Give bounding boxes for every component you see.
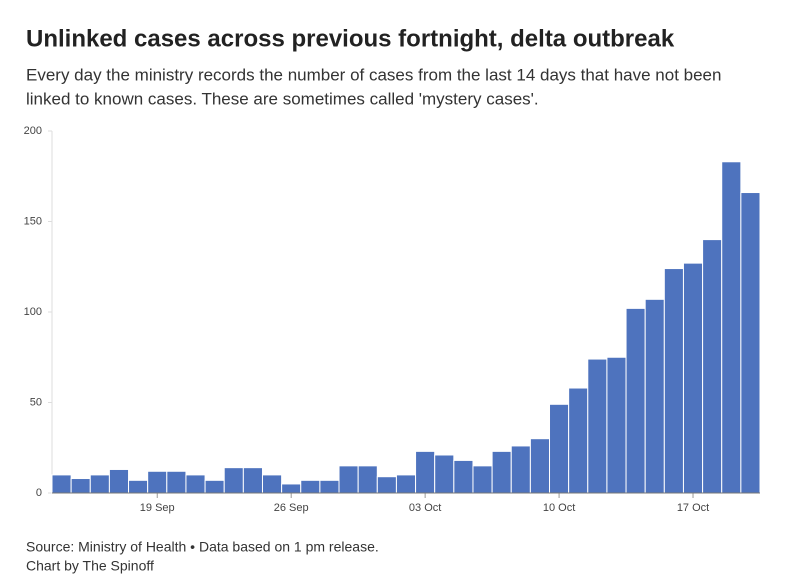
bar <box>166 470 187 494</box>
bar <box>682 262 704 494</box>
bar <box>453 459 474 494</box>
bar <box>319 479 340 494</box>
bar <box>376 476 397 494</box>
bar <box>147 470 168 494</box>
bar <box>300 479 321 494</box>
bar <box>51 474 72 494</box>
bar <box>415 450 436 494</box>
y-tick-label: 100 <box>24 306 42 318</box>
bar <box>395 474 417 494</box>
bar <box>108 468 130 494</box>
bar <box>721 161 742 494</box>
y-tick-label: 0 <box>36 487 42 499</box>
bar <box>261 474 283 494</box>
bar <box>702 239 723 494</box>
x-tick-label: 10 Oct <box>543 502 575 514</box>
bar <box>587 358 608 494</box>
y-tick-label: 150 <box>24 215 42 227</box>
x-tick-label: 26 Sep <box>274 502 309 514</box>
bar <box>549 403 570 494</box>
bar <box>568 387 589 494</box>
bar <box>281 483 302 494</box>
chart-title: Unlinked cases across previous fortnight… <box>26 25 675 52</box>
x-tick-label: 19 Sep <box>140 502 175 514</box>
chart-subtitle: linked to known cases. These are sometim… <box>26 89 539 108</box>
bar <box>529 438 551 494</box>
bar <box>740 192 761 494</box>
credit-note: Chart by The Spinoff <box>26 558 154 574</box>
y-tick-label: 50 <box>30 396 42 408</box>
bar <box>338 465 359 494</box>
bar <box>491 450 512 494</box>
bar <box>128 479 149 494</box>
bar <box>223 467 244 494</box>
bar <box>644 298 665 494</box>
bar <box>606 356 627 494</box>
bar <box>70 478 91 494</box>
chart-subtitle: Every day the ministry records the numbe… <box>26 65 721 84</box>
bar <box>89 474 110 494</box>
bar <box>185 474 206 494</box>
bar <box>434 454 455 494</box>
bar <box>357 465 378 494</box>
bar <box>242 467 263 494</box>
bar <box>472 465 493 494</box>
source-note: Source: Ministry of Health • Data based … <box>26 539 379 555</box>
bar <box>510 445 531 494</box>
y-tick-label: 200 <box>24 125 42 137</box>
x-tick-label: 17 Oct <box>677 502 709 514</box>
x-tick-label: 03 Oct <box>409 502 441 514</box>
bar <box>663 268 684 494</box>
bar <box>204 479 225 494</box>
bar <box>625 307 646 494</box>
